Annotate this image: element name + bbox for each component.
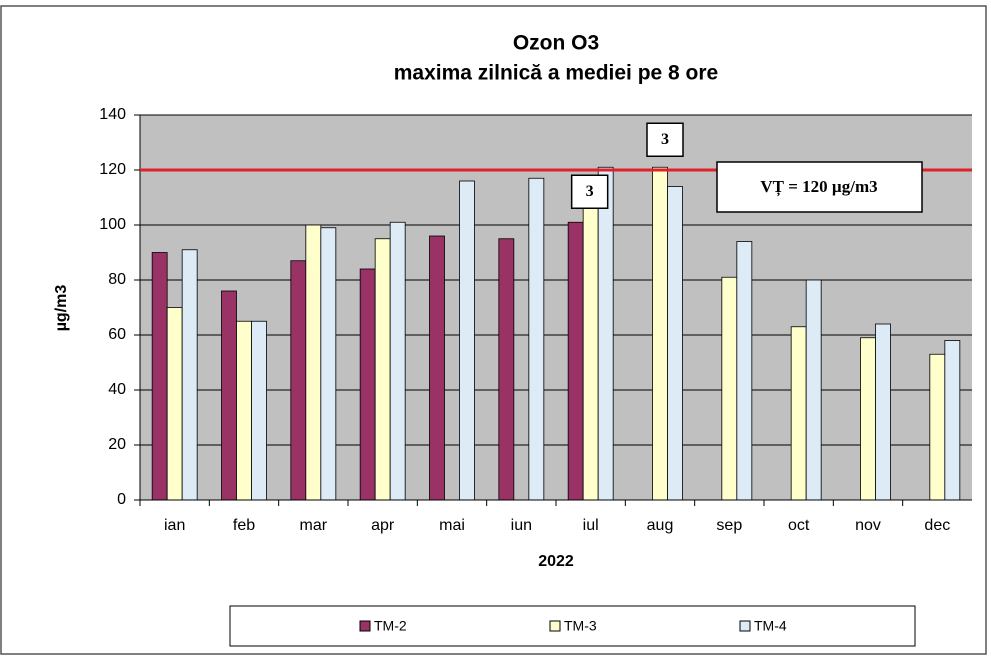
bar [721,276,738,501]
x-tick-label: dec [924,517,950,534]
y-tick-label: 0 [117,491,126,508]
legend-swatch [739,620,751,632]
bar [181,249,198,501]
y-tick-label: 140 [99,106,126,123]
y-tick-label: 120 [99,161,126,178]
bar [151,252,168,501]
x-axis-label: 2022 [538,553,574,570]
bar [860,337,876,501]
x-tick-label: apr [371,517,395,534]
annotation: 3 [661,131,669,148]
x-tick-label: mai [439,517,465,534]
bar [736,241,753,501]
bar [305,224,322,501]
y-tick-label: 20 [108,436,126,453]
legend-swatch [549,620,561,632]
reference-label: VȚ = 120 µg/m3 [760,177,877,197]
y-tick-label: 80 [108,271,126,288]
x-tick-label: nov [855,517,881,534]
x-tick-label: mar [300,517,328,534]
annotation-box [646,122,684,157]
legend-label: TM-2 [374,618,407,634]
chart-title: Ozon O3 [513,32,599,55]
bar [790,326,807,501]
y-tick-label: 100 [99,216,126,233]
bar [528,177,545,501]
bar [652,166,668,501]
bar [597,166,614,501]
bar [459,180,475,501]
y-tick-label: 40 [108,381,126,398]
bar [359,268,376,501]
x-tick-label: sep [716,517,742,534]
annotation-box [570,174,609,209]
bar [320,227,337,501]
bar [667,186,683,501]
legend [229,605,916,647]
bar [944,340,961,501]
chart-subtitle: maxima zilnică a mediei pe 8 ore [394,62,719,85]
x-tick-label: iul [583,517,599,534]
bar [929,353,946,501]
bar [221,290,237,501]
annotation: 3 [586,183,594,200]
bar [875,323,891,501]
y-axis-label: µg/m3 [53,285,70,332]
reference-label-box [716,161,923,213]
bar [251,320,267,501]
x-tick-label: feb [233,517,255,534]
bar [374,238,391,501]
y-tick-label: 60 [108,326,126,343]
x-tick-label: ian [164,517,185,534]
bar [429,235,445,501]
bar [805,279,822,501]
bar [236,320,252,501]
bar [567,221,584,501]
bar [166,307,183,501]
bar [498,238,515,501]
x-tick-label: aug [647,517,674,534]
legend-label: TM-4 [754,618,787,634]
legend-swatch [359,620,371,632]
bar [290,260,307,501]
x-tick-label: oct [788,517,810,534]
bar [389,221,406,501]
x-tick-label: iun [511,517,532,534]
bar [582,199,599,501]
legend-label: TM-3 [564,618,597,634]
